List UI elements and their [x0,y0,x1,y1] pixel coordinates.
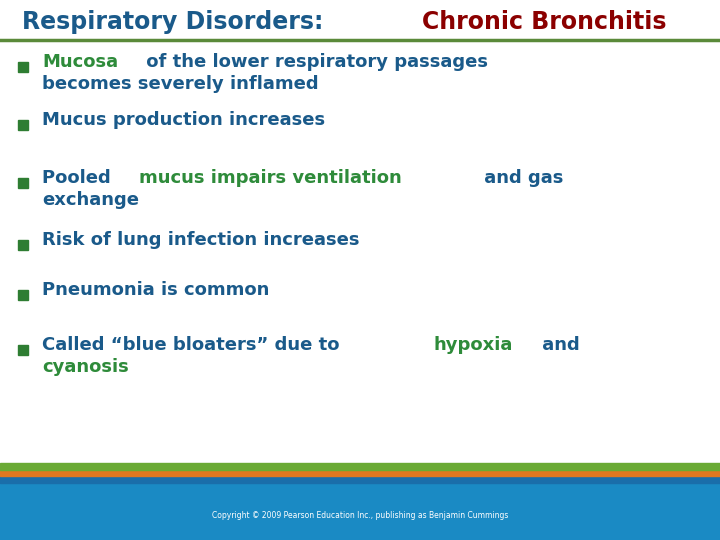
Bar [0,476,720,483]
Text: Mucosa: Mucosa [42,53,118,71]
Text: hypoxia: hypoxia [434,336,513,354]
Bar [18,62,28,72]
Text: Called “blue bloaters” due to: Called “blue bloaters” due to [42,336,346,354]
Bar [18,120,28,130]
Bar [18,178,28,188]
Text: of the lower respiratory passages: of the lower respiratory passages [140,53,488,71]
Text: Risk of lung infection increases: Risk of lung infection increases [42,231,359,249]
Bar [18,290,28,300]
Text: cyanosis: cyanosis [42,358,129,376]
Text: Copyright © 2009 Pearson Education Inc., publishing as Benjamin Cummings: Copyright © 2009 Pearson Education Inc.,… [212,510,508,519]
Text: Respiratory Disorders:: Respiratory Disorders: [22,10,332,34]
Bar [0,463,720,470]
Bar [18,240,28,250]
Text: Pneumonia is common: Pneumonia is common [42,281,269,299]
Bar [0,470,720,476]
Text: Mucus production increases: Mucus production increases [42,111,325,129]
Text: Pooled: Pooled [42,169,117,187]
Text: exchange: exchange [42,191,139,209]
Text: Chronic Bronchitis: Chronic Bronchitis [421,10,666,34]
Text: and: and [536,336,580,354]
Text: mucus impairs ventilation: mucus impairs ventilation [139,169,402,187]
Bar [0,483,720,540]
Bar [18,345,28,355]
Text: and gas: and gas [478,169,563,187]
Text: becomes severely inflamed: becomes severely inflamed [42,75,319,93]
